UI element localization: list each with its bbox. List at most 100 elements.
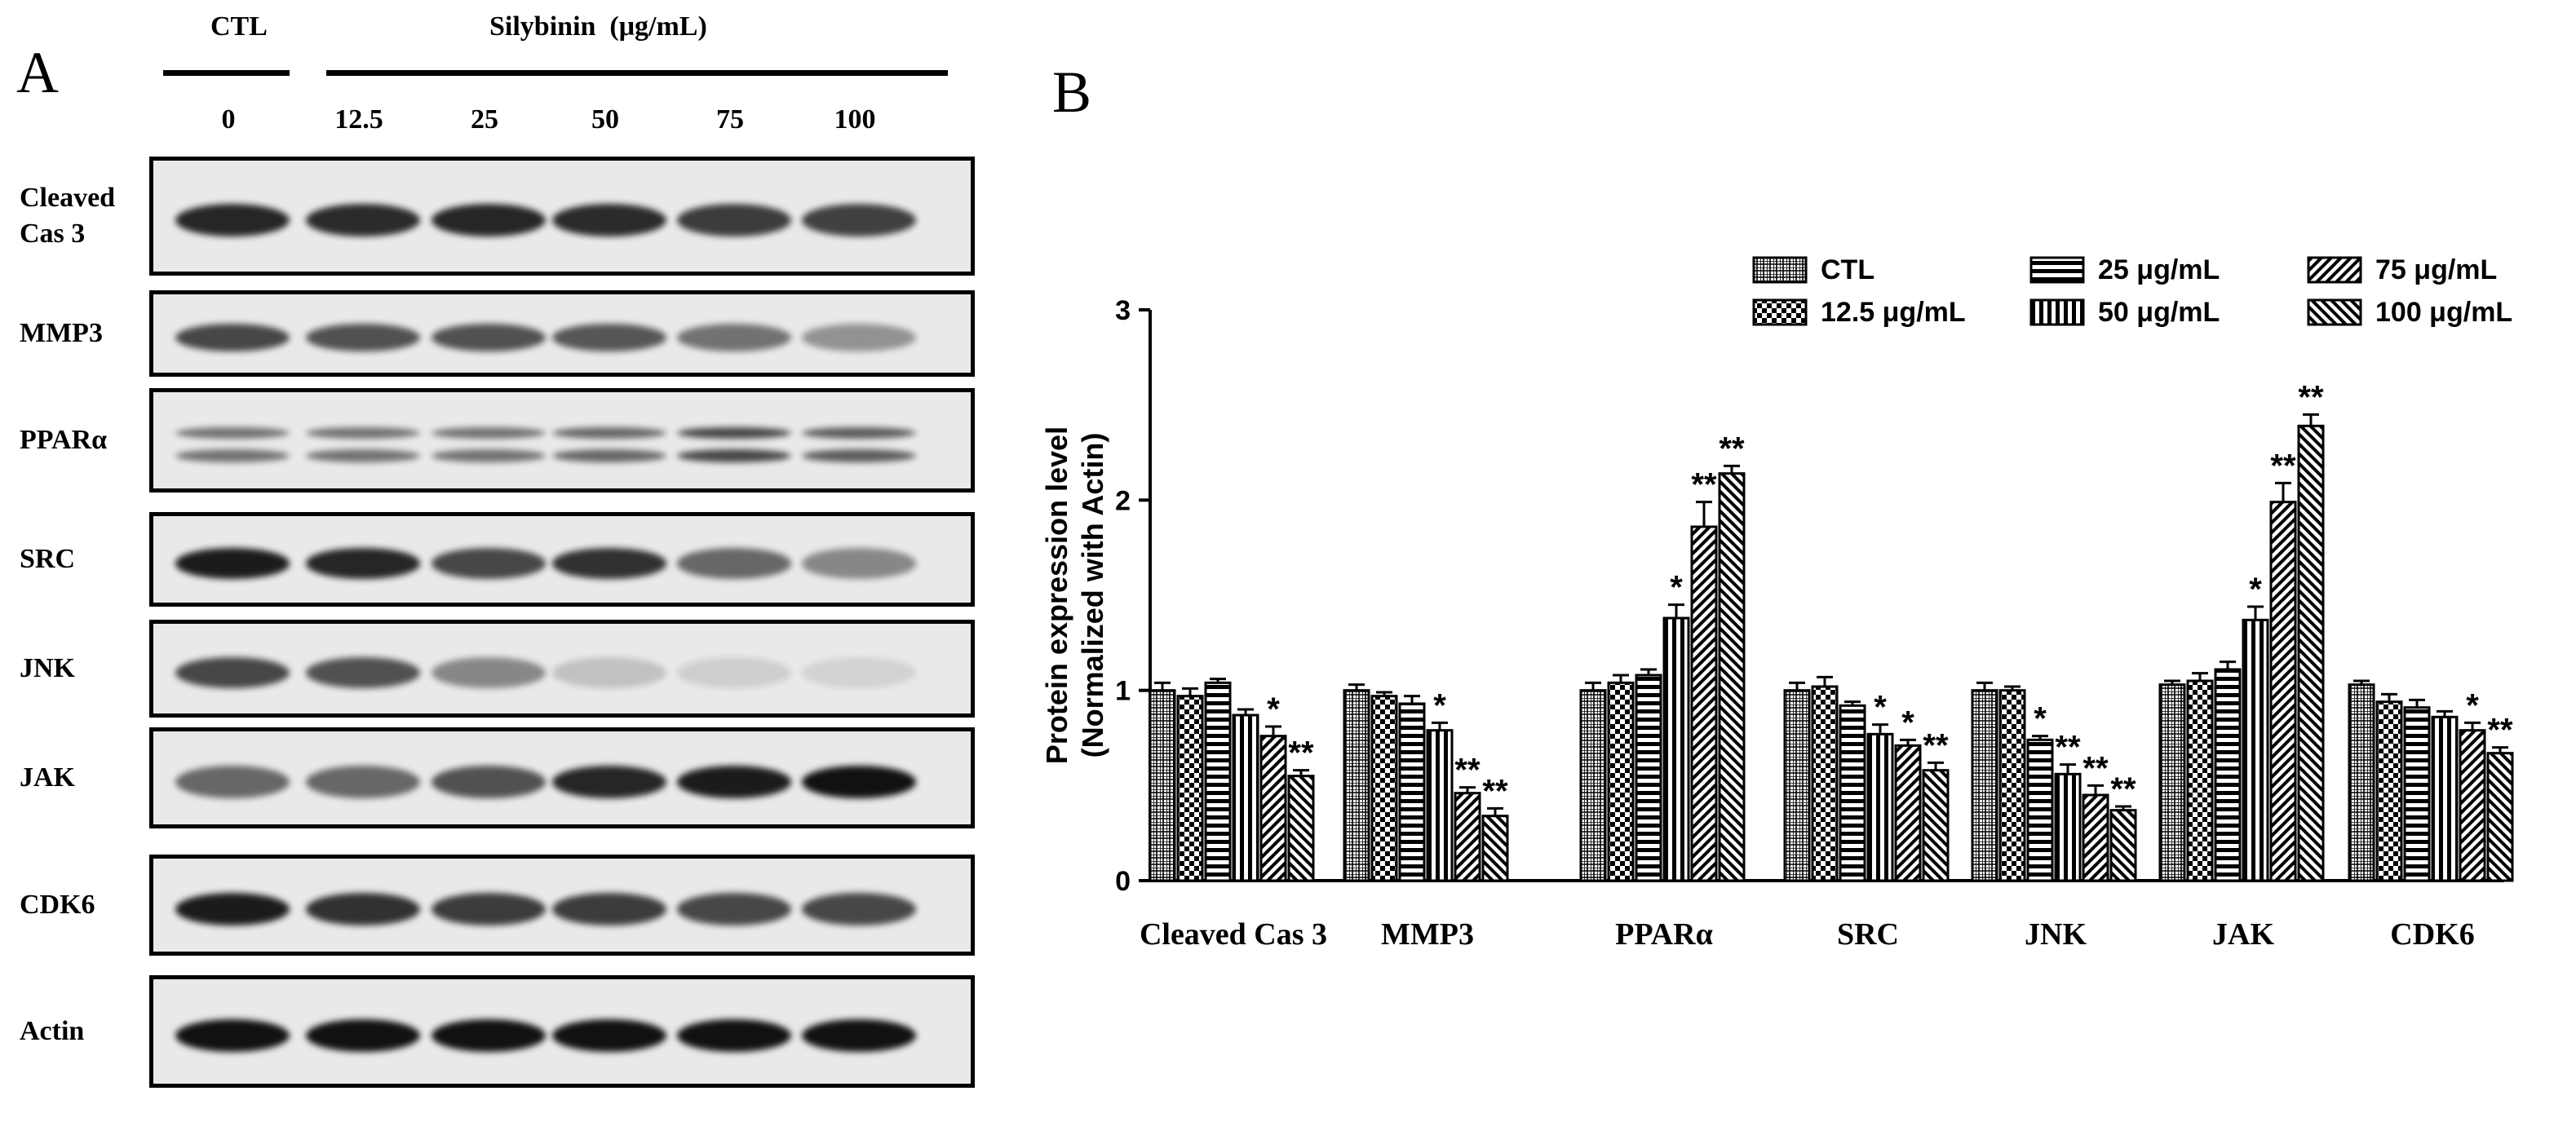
bar	[1426, 729, 1454, 882]
bar	[1398, 702, 1426, 882]
bar	[2459, 729, 2486, 882]
bar	[2269, 501, 2297, 882]
bar	[1662, 616, 1690, 882]
bar	[2214, 668, 2242, 882]
protein-band	[306, 893, 420, 925]
protein-band	[552, 548, 666, 579]
protein-band	[175, 204, 290, 236]
protein-band	[552, 324, 666, 351]
protein-band	[175, 548, 290, 579]
significance-marker: *	[1670, 570, 1683, 606]
protein-band	[306, 766, 420, 798]
protein-band	[552, 766, 666, 798]
bar	[2486, 752, 2514, 882]
significance-marker: **	[1482, 773, 1508, 809]
protein-band	[677, 1019, 791, 1052]
blot-membrane	[149, 975, 975, 1088]
bar	[1579, 689, 1607, 882]
bar	[1607, 681, 1635, 882]
legend-swatch	[2029, 298, 2085, 326]
protein-band	[306, 427, 420, 439]
bar	[1454, 792, 1481, 882]
protein-band	[306, 449, 420, 462]
bar	[1690, 525, 1718, 882]
protein-band	[175, 324, 290, 351]
blot-label: CDK6	[20, 890, 95, 920]
bar	[2375, 700, 2403, 882]
treatment-name: Silybinin	[489, 11, 596, 42]
y-tick-label: 2	[1115, 485, 1131, 516]
blot-membrane	[149, 290, 975, 377]
significance-marker: *	[1267, 691, 1280, 727]
bar	[2158, 683, 2186, 882]
bar	[1259, 735, 1287, 882]
bar	[1232, 713, 1259, 882]
bar	[1971, 689, 1998, 882]
dose-label: 75	[716, 104, 744, 135]
protein-band	[175, 656, 290, 689]
protein-band	[175, 449, 290, 462]
bar	[1343, 689, 1370, 882]
y-axis-label-line1: Protein expression level	[1040, 426, 1073, 764]
bar	[2109, 809, 2137, 882]
bar	[1866, 732, 1894, 882]
protein-band	[802, 204, 916, 236]
protein-band	[677, 548, 791, 579]
blot-label: PPARα	[20, 425, 108, 455]
protein-band	[432, 548, 546, 579]
category-label: MMP3	[1381, 917, 1474, 952]
treatment-unit: (μg/mL)	[609, 11, 707, 42]
blot-membrane	[149, 620, 975, 718]
blot-membrane	[149, 512, 975, 607]
significance-marker: **	[2487, 713, 2513, 749]
bar	[2054, 772, 2082, 882]
significance-marker: *	[2034, 701, 2047, 737]
protein-band	[306, 548, 420, 579]
protein-band	[677, 656, 791, 689]
significance-marker: **	[2110, 771, 2136, 807]
blot-label: Actin	[20, 1016, 85, 1046]
protein-band	[306, 204, 420, 236]
blot-membrane	[149, 157, 975, 276]
significance-marker: *	[1901, 705, 1914, 740]
bar	[1204, 681, 1232, 882]
protein-band	[175, 427, 290, 439]
significance-marker: **	[2055, 730, 2081, 766]
bar	[1635, 674, 1662, 882]
legend-label: 12.5 μg/mL	[1821, 297, 1966, 328]
protein-band	[175, 1019, 290, 1052]
legend-swatch	[1752, 256, 1808, 284]
dose-label: 25	[471, 104, 498, 135]
blot-membrane	[149, 855, 975, 956]
protein-band	[432, 449, 546, 462]
y-axis-label: Protein expression level(Normalized with…	[1040, 426, 1109, 764]
protein-band	[175, 766, 290, 798]
protein-band	[802, 427, 916, 439]
dose-label: 12.5	[334, 104, 383, 135]
bar-chart-svg: 0 1 2 3 Protein expression level(Normalized …	[1040, 254, 2514, 952]
bar	[2403, 706, 2431, 882]
legend-label: CTL	[1821, 254, 1874, 285]
protein-band	[432, 324, 546, 351]
bar	[1998, 689, 2026, 882]
significance-marker: **	[2270, 448, 2296, 484]
panel-a-western-blots: A CTL Silybinin (μg/mL) 0 12.5 25 50 75 100 C…	[0, 0, 1003, 1122]
blot-label: JAK	[20, 762, 75, 793]
protein-band	[432, 766, 546, 798]
blot-label: SRC	[20, 544, 76, 574]
significance-marker: *	[2249, 572, 2262, 607]
protein-band	[802, 324, 916, 351]
category-label: CDK6	[2390, 917, 2474, 952]
protein-band	[306, 1019, 420, 1052]
protein-band	[802, 893, 916, 925]
protein-band	[802, 766, 916, 798]
protein-band	[175, 893, 290, 925]
bar	[1149, 689, 1176, 882]
protein-band	[432, 656, 546, 689]
protein-band	[677, 324, 791, 351]
protein-band	[432, 893, 546, 925]
y-tick-label: 1	[1115, 676, 1131, 707]
significance-marker: **	[1719, 431, 1745, 466]
category-label: Cleaved Cas 3	[1140, 917, 1327, 952]
category-label: SRC	[1837, 917, 1899, 952]
